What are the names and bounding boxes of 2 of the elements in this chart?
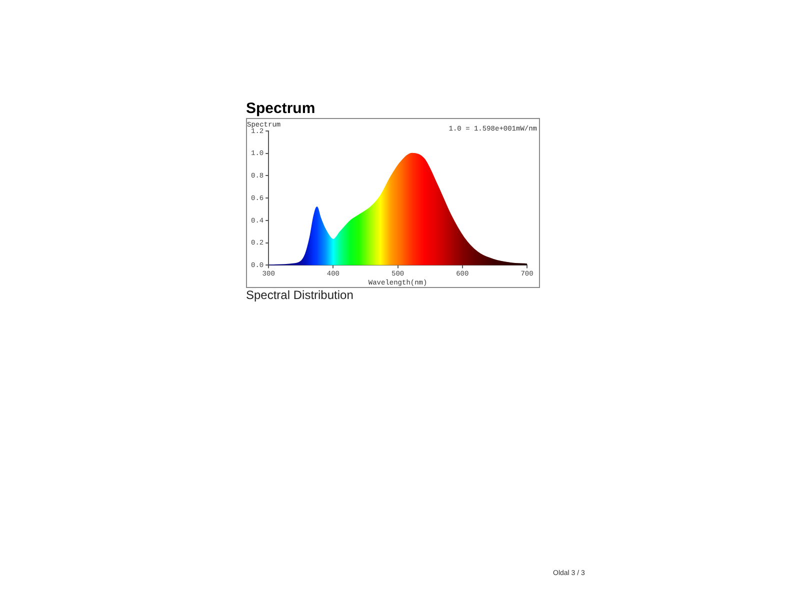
text: Spectral Distribution <box>246 288 354 302</box>
chart-title: Spectrum <box>246 100 316 117</box>
